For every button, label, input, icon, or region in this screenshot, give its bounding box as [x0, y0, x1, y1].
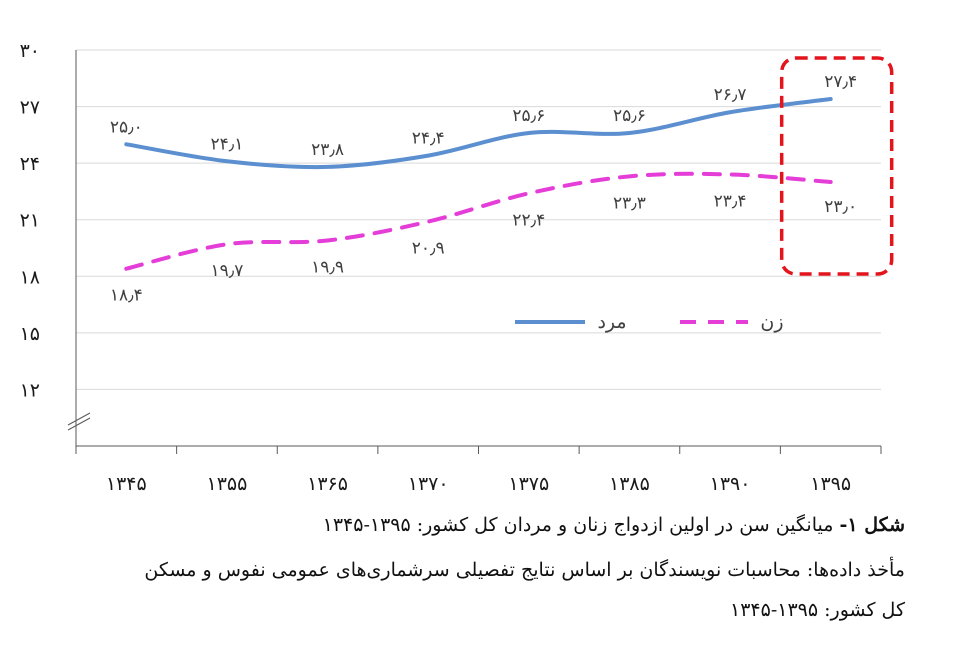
data-label: ۱۹٫۹ — [311, 257, 344, 277]
data-label: ۲۵٫۰ — [110, 117, 143, 137]
x-tick-label: ۱۳۹۰ — [710, 473, 751, 495]
x-tick-label: ۱۳۹۵ — [810, 473, 851, 495]
y-tick-labels: ۱۲ ۱۵ ۱۸ ۲۱ ۲۴ ۲۷ ۳۰ — [20, 40, 40, 401]
x-tick-label: ۱۳۷۵ — [508, 473, 549, 495]
data-label: ۲۰٫۹ — [412, 239, 445, 259]
data-labels: ۲۵٫۰ ۲۴٫۱ ۲۳٫۸ ۲۴٫۴ ۲۵٫۶ ۲۵٫۶ ۲۶٫۷ ۲۷٫۴ ۱۸٫۴ ۱۹٫۷… — [110, 72, 857, 306]
figure-label: شکل ۱- — [839, 514, 905, 536]
data-label: ۲۴٫۱ — [210, 134, 243, 154]
series-line-women — [124, 171, 833, 271]
data-label: ۲۳٫۸ — [311, 140, 344, 160]
data-label: ۲۶٫۷ — [714, 85, 747, 105]
highlight-box — [779, 56, 894, 276]
data-label: ۱۹٫۷ — [210, 261, 243, 281]
legend: مرد زن — [515, 311, 784, 333]
data-label: ۲۵٫۶ — [512, 106, 545, 126]
data-label: ۲۳٫۴ — [714, 191, 747, 211]
x-tick-label: ۱۳۷۰ — [408, 473, 449, 495]
gridlines — [76, 49, 881, 390]
source-text-1: مأخذ داده‌ها: محاسبات نویسندگان بر اساس … — [144, 559, 905, 581]
figure-title: میانگین سن در اولین ازدواج زنان و مردان … — [322, 514, 834, 536]
series-line-men — [124, 97, 833, 170]
axes — [67, 50, 882, 454]
source-text-2: کل کشور: ۱۳۹۵-۱۳۴۵ — [730, 599, 905, 621]
y-tick-label: ۱۲ — [20, 379, 40, 401]
axis-break-mark — [67, 417, 91, 431]
data-label: ۲۳٫۰ — [824, 197, 857, 217]
y-tick-label: ۲۷ — [20, 97, 40, 119]
data-label: ۲۲٫۴ — [512, 210, 545, 230]
data-label: ۲۳٫۳ — [613, 193, 646, 213]
legend-label-men: مرد — [597, 311, 626, 333]
data-label: ۲۴٫۴ — [412, 129, 445, 149]
y-tick-label: ۲۴ — [20, 153, 40, 175]
data-label: ۱۸٫۴ — [110, 286, 143, 306]
x-tick-label: ۱۳۴۵ — [106, 473, 147, 495]
y-tick-label: ۲۱ — [20, 210, 40, 232]
x-tick-labels: ۱۳۴۵ ۱۳۵۵ ۱۳۶۵ ۱۳۷۰ ۱۳۷۵ ۱۳۸۵ ۱۳۹۰ ۱۳۹۵ — [106, 473, 851, 495]
x-tick-label: ۱۳۶۵ — [307, 473, 348, 495]
y-tick-label: ۱۵ — [20, 323, 40, 345]
data-label: ۲۷٫۴ — [824, 72, 857, 92]
axis-break-mark — [67, 412, 91, 426]
source-line-2: کل کشور: ۱۳۹۵-۱۳۴۵ — [20, 599, 905, 621]
highlight-rect — [779, 56, 894, 276]
x-tick-label: ۱۳۵۵ — [207, 473, 248, 495]
y-tick-label: ۳۰ — [20, 40, 40, 62]
x-tick-label: ۱۳۸۵ — [609, 473, 650, 495]
source-line-1: مأخذ داده‌ها: محاسبات نویسندگان بر اساس … — [20, 559, 905, 581]
data-label: ۲۵٫۶ — [613, 106, 646, 126]
y-tick-label: ۱۸ — [20, 266, 40, 288]
series-lines — [124, 97, 833, 271]
legend-label-women: زن — [760, 311, 783, 333]
figure-caption: شکل ۱- میانگین سن در اولین ازدواج زنان و… — [20, 514, 905, 536]
